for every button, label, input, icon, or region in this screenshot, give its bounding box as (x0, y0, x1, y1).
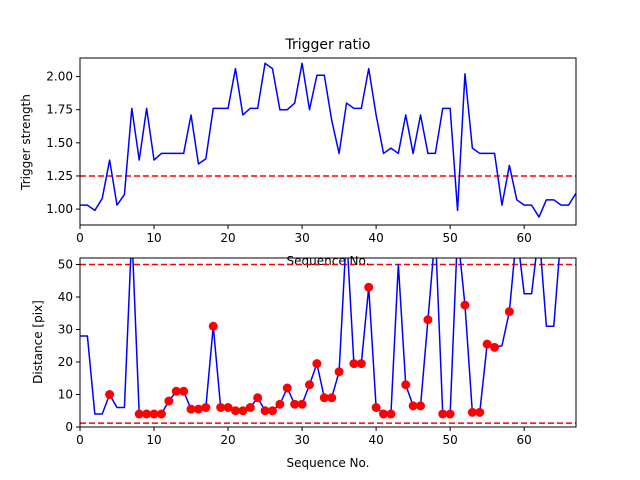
bottom-data-point (201, 403, 211, 412)
bottom-data-point (319, 393, 329, 403)
bottom-data-point (149, 409, 159, 419)
bottom-data-point (230, 406, 240, 416)
bottom-x-tick-label: 10 (146, 433, 161, 447)
y-axis-label-top: Trigger strength (19, 94, 33, 191)
bottom-x-tick-label: 50 (443, 433, 458, 447)
bottom-data-point (416, 401, 426, 411)
bottom-data-point (438, 409, 448, 419)
bottom-data-point (475, 407, 485, 417)
bottom-x-tick-label: 0 (76, 433, 84, 447)
bottom-y-tick-label: 10 (58, 388, 73, 402)
bottom-data-point (304, 380, 314, 390)
bottom-data-point (504, 307, 514, 317)
bottom-data-point (164, 396, 174, 406)
bottom-data-point (134, 409, 144, 419)
bottom-data-point (401, 380, 411, 390)
distance-panel: 0 10 20 30 40 50 60 0 10 20 30 40 50 Sequence No. Di… (31, 257, 577, 470)
bottom-data-point (260, 406, 270, 416)
bottom-data-point (327, 393, 337, 403)
top-y-tick-label: 1.75 (46, 103, 73, 117)
bottom-data-point (282, 383, 292, 393)
bottom-y-tick-label: 40 (58, 290, 73, 304)
bottom-data-point (423, 315, 433, 325)
bottom-data-point (386, 409, 396, 419)
x-axis-label-top: Sequence No. (287, 254, 370, 268)
top-x-tick-label: 60 (517, 231, 532, 245)
bottom-data-point (297, 399, 307, 409)
top-x-tick-label: 50 (443, 231, 458, 245)
bottom-data-point (186, 404, 196, 414)
bottom-data-point (482, 339, 492, 349)
bottom-x-tick-label: 20 (220, 433, 235, 447)
bottom-data-point (105, 390, 115, 399)
bottom-data-point (179, 386, 189, 396)
bottom-data-point (275, 399, 285, 409)
top-y-tick-label: 1.00 (46, 202, 73, 216)
bottom-data-point (223, 403, 233, 412)
bottom-y-tick-label: 30 (58, 323, 73, 337)
bottom-data-point (208, 321, 218, 331)
top-series-line-0 (80, 62, 576, 218)
bottom-data-point (490, 342, 500, 352)
bottom-data-point (290, 399, 300, 409)
top-y-tick-label: 1.25 (46, 169, 73, 183)
bottom-data-point (408, 401, 418, 411)
top-x-tick-label: 10 (146, 231, 161, 245)
trigger-ratio-panel: 0 10 20 30 40 50 60 1.00 1.25 1.50 1.75 2.00 Trigge… (19, 37, 577, 268)
top-x-tick-label: 40 (368, 231, 383, 245)
top-x-tick-label: 20 (220, 231, 235, 245)
bottom-data-point (460, 300, 470, 310)
bottom-plot-frame (79, 257, 577, 428)
top-plot-frame (79, 57, 577, 226)
bottom-y-tick-label: 20 (58, 355, 73, 369)
bottom-data-point (379, 409, 389, 419)
bottom-data-point (142, 409, 152, 419)
bottom-data-point (349, 359, 359, 369)
bottom-data-point (371, 403, 381, 412)
top-y-tick-label: 1.50 (46, 136, 73, 150)
bottom-data-point (364, 282, 374, 292)
bottom-data-point (356, 359, 366, 369)
bottom-data-point (253, 393, 263, 403)
bottom-data-point (245, 403, 255, 412)
bottom-data-point (445, 409, 455, 419)
bottom-data-point (193, 404, 203, 414)
y-axis-label-bottom: Distance [pix] (31, 300, 45, 384)
bottom-data-point (216, 403, 226, 412)
bottom-data-point (334, 367, 344, 377)
bottom-x-tick-label: 30 (294, 433, 309, 447)
top-y-tick-label: 2.00 (46, 70, 73, 84)
bottom-x-tick-label: 40 (368, 433, 383, 447)
bottom-data-point (267, 406, 277, 416)
bottom-data-point (171, 386, 181, 396)
bottom-data-point (238, 406, 248, 416)
chart-title: Trigger ratio (284, 37, 370, 53)
bottom-data-point (467, 407, 477, 417)
bottom-y-tick-label: 0 (65, 420, 73, 434)
bottom-x-tick-label: 60 (517, 433, 532, 447)
bottom-data-point (312, 359, 322, 369)
top-x-tick-label: 0 (76, 231, 84, 245)
x-axis-label-bottom: Sequence No. (287, 456, 370, 470)
bottom-data-point (156, 409, 166, 419)
top-x-tick-label: 30 (294, 231, 309, 245)
bottom-y-tick-label: 50 (58, 258, 73, 272)
